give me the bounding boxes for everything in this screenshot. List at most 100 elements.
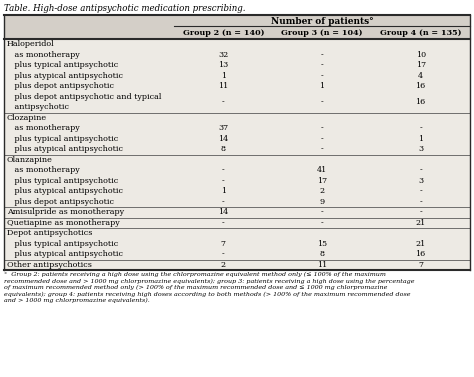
Text: 13: 13 <box>218 61 228 69</box>
Text: Group 4 (n = 135): Group 4 (n = 135) <box>380 29 461 37</box>
Text: -: - <box>419 198 422 206</box>
Text: -: - <box>320 61 323 69</box>
Bar <box>4 239 470 249</box>
Text: 32: 32 <box>218 51 228 59</box>
Text: -: - <box>320 145 323 153</box>
Text: plus depot antipsychotic: plus depot antipsychotic <box>7 198 114 206</box>
Text: 16: 16 <box>416 98 426 106</box>
Text: Haloperidol: Haloperidol <box>7 40 55 48</box>
Text: 37: 37 <box>218 124 228 132</box>
Text: Group 2 (n = 140): Group 2 (n = 140) <box>182 29 264 37</box>
Text: -: - <box>320 51 323 59</box>
Text: as monotherapy: as monotherapy <box>7 51 80 59</box>
Text: plus typical antipsychotic: plus typical antipsychotic <box>7 177 118 185</box>
Text: -: - <box>320 208 323 216</box>
Text: Quetiapine as monotherapy: Quetiapine as monotherapy <box>7 219 120 227</box>
Bar <box>4 228 470 239</box>
Bar <box>4 155 470 165</box>
Text: 7: 7 <box>221 240 226 248</box>
Text: plus depot antipsychotic and typical
   antipsychotic: plus depot antipsychotic and typical ant… <box>7 93 161 111</box>
Text: Depot antipsychotics: Depot antipsychotics <box>7 229 92 237</box>
Bar <box>4 112 470 123</box>
Text: 7: 7 <box>418 261 423 269</box>
Text: Number of patients°: Number of patients° <box>271 17 374 26</box>
Text: -: - <box>222 98 225 106</box>
Text: 1: 1 <box>221 72 226 80</box>
Text: plus depot antipsychotic: plus depot antipsychotic <box>7 82 114 90</box>
Text: 1: 1 <box>418 135 423 143</box>
Text: Table. High-dose antipsychotic medication prescribing.: Table. High-dose antipsychotic medicatio… <box>4 4 246 13</box>
Text: 9: 9 <box>319 198 325 206</box>
Text: -: - <box>419 166 422 174</box>
Bar <box>4 81 470 92</box>
Text: °  Group 2: patients receiving a high dose using the chlorpromazine equivalent m: ° Group 2: patients receiving a high dos… <box>4 272 414 303</box>
Text: plus atypical antipsychotic: plus atypical antipsychotic <box>7 187 123 195</box>
Text: -: - <box>222 250 225 258</box>
Bar <box>4 60 470 70</box>
Text: -: - <box>320 98 323 106</box>
Text: 16: 16 <box>416 82 426 90</box>
Text: 3: 3 <box>418 177 423 185</box>
Text: Group 3 (n = 104): Group 3 (n = 104) <box>281 29 363 37</box>
Text: 41: 41 <box>317 166 327 174</box>
Text: 15: 15 <box>317 240 327 248</box>
Text: plus atypical antipsychotic: plus atypical antipsychotic <box>7 250 123 258</box>
Text: 21: 21 <box>416 240 426 248</box>
Text: 11: 11 <box>218 82 228 90</box>
Bar <box>4 15 470 39</box>
Text: -: - <box>320 135 323 143</box>
Text: 14: 14 <box>218 208 228 216</box>
Bar <box>4 70 470 81</box>
Text: 17: 17 <box>416 61 426 69</box>
Text: 10: 10 <box>416 51 426 59</box>
Text: -: - <box>222 198 225 206</box>
Text: -: - <box>222 166 225 174</box>
Text: 21: 21 <box>416 219 426 227</box>
Text: -: - <box>320 72 323 80</box>
Bar <box>4 176 470 186</box>
Text: 2: 2 <box>221 261 226 269</box>
Text: Amisulpride as monotherapy: Amisulpride as monotherapy <box>7 208 124 216</box>
Text: 1: 1 <box>221 187 226 195</box>
Text: -: - <box>222 219 225 227</box>
Text: Clozapine: Clozapine <box>7 114 47 122</box>
Text: -: - <box>419 208 422 216</box>
Text: 1: 1 <box>319 82 325 90</box>
Bar <box>4 39 470 49</box>
Bar <box>4 196 470 207</box>
Text: 11: 11 <box>317 261 327 269</box>
Text: plus atypical antipsychotic: plus atypical antipsychotic <box>7 145 123 153</box>
Bar <box>4 186 470 196</box>
Text: plus atypical antipsychotic: plus atypical antipsychotic <box>7 72 123 80</box>
Text: 4: 4 <box>418 72 423 80</box>
Bar <box>4 133 470 144</box>
Text: plus typical antipsychotic: plus typical antipsychotic <box>7 61 118 69</box>
Text: -: - <box>419 187 422 195</box>
Text: 8: 8 <box>319 250 325 258</box>
Text: 3: 3 <box>418 145 423 153</box>
Text: 16: 16 <box>416 250 426 258</box>
Text: 14: 14 <box>218 135 228 143</box>
Text: 2: 2 <box>319 187 325 195</box>
Bar <box>4 123 470 133</box>
Text: -: - <box>419 124 422 132</box>
Text: as monotherapy: as monotherapy <box>7 124 80 132</box>
Text: as monotherapy: as monotherapy <box>7 166 80 174</box>
Text: 8: 8 <box>221 145 226 153</box>
Bar <box>4 92 470 112</box>
Text: -: - <box>320 124 323 132</box>
Bar <box>4 165 470 176</box>
Text: -: - <box>320 219 323 227</box>
Bar <box>4 259 470 270</box>
Text: Other antipsychotics: Other antipsychotics <box>7 261 92 269</box>
Bar <box>4 249 470 259</box>
Text: plus typical antipsychotic: plus typical antipsychotic <box>7 135 118 143</box>
Bar <box>4 144 470 155</box>
Bar <box>4 49 470 60</box>
Text: -: - <box>222 177 225 185</box>
Text: Olanzapine: Olanzapine <box>7 156 53 164</box>
Bar <box>4 207 470 218</box>
Text: plus typical antipsychotic: plus typical antipsychotic <box>7 240 118 248</box>
Text: 17: 17 <box>317 177 327 185</box>
Bar <box>4 218 470 228</box>
